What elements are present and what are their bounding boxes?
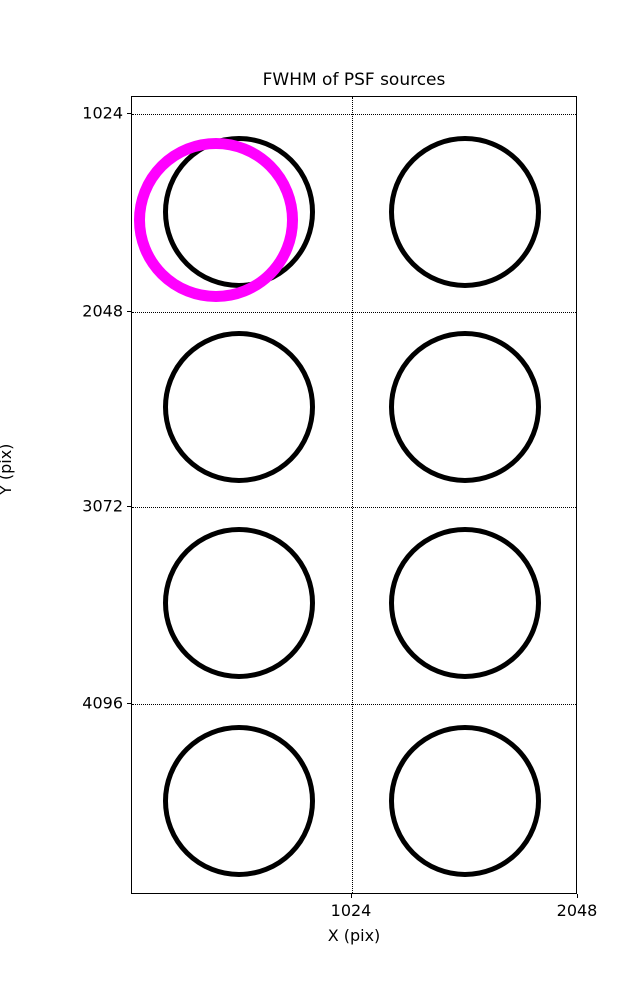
psf-source-circle[interactable] <box>389 136 541 288</box>
gridline-vertical <box>352 97 353 893</box>
psf-source-circle[interactable] <box>389 527 541 679</box>
psf-source-circle[interactable] <box>163 527 315 679</box>
psf-source-circle[interactable] <box>389 331 541 483</box>
x-axis-label: X (pix) <box>327 926 381 945</box>
psf-source-circle[interactable] <box>163 331 315 483</box>
y-tick-label: 3072 <box>82 496 123 516</box>
y-tick-mark <box>127 506 131 507</box>
plot-title: FWHM of PSF sources <box>262 70 446 90</box>
x-tick-label: 2048 <box>556 901 598 920</box>
gridline-horizontal <box>132 507 576 508</box>
y-tick-label: 1024 <box>82 103 123 123</box>
x-tick-label: 1024 <box>330 901 372 920</box>
gridline-horizontal <box>132 312 576 313</box>
plot-axes-frame[interactable] <box>131 96 577 894</box>
x-tick-mark <box>351 894 352 898</box>
highlighted-psf-source-circle[interactable] <box>134 138 298 302</box>
psf-source-circle[interactable] <box>389 725 541 877</box>
y-axis-label: Y (pix) <box>0 443 15 495</box>
gridline-horizontal <box>132 704 576 705</box>
y-tick-mark <box>127 703 131 704</box>
psf-source-circle[interactable] <box>163 725 315 877</box>
y-tick-label: 2048 <box>82 301 123 321</box>
y-tick-mark <box>127 113 131 114</box>
gridline-horizontal <box>132 114 576 115</box>
y-tick-label: 4096 <box>82 693 123 713</box>
y-tick-mark <box>127 311 131 312</box>
x-tick-mark <box>577 894 578 898</box>
